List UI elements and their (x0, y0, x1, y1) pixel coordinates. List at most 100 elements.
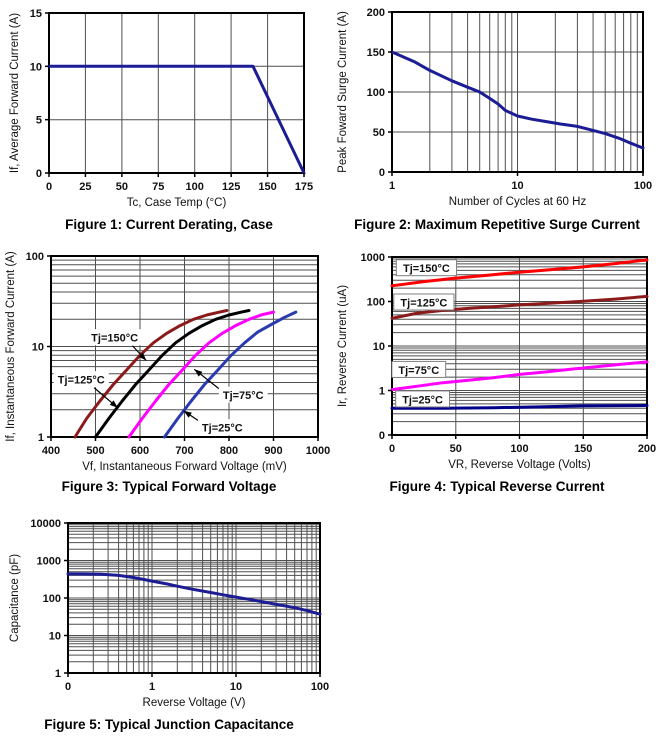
x-tick-label: 25 (79, 181, 91, 193)
annotation-arrowhead (109, 400, 118, 408)
y-tick-label: 100 (367, 297, 385, 309)
curve-annotation: Tj=75°C (391, 360, 447, 378)
annotation-arrowhead (138, 352, 147, 361)
y-tick-label: 10 (30, 61, 42, 73)
series-Tj=125°C (390, 294, 649, 320)
x-tick-label: 700 (175, 445, 193, 457)
series-Tj=25°C (390, 404, 649, 410)
x-tick-label: 125 (222, 181, 240, 193)
figure-reverse-current: 0 50 100 150 200 0 1 10 100 1000 VR, Reverse Volta… (336, 250, 658, 495)
series-Tj=25°C (163, 310, 298, 439)
y-axis-title: If, Average Forward Current (A) (9, 13, 21, 173)
x-tick-label: 175 (295, 181, 313, 193)
figure-3-caption: Figure 3: Typical Forward Voltage (61, 479, 277, 494)
x-tick-label: 10 (511, 180, 523, 192)
series-group (390, 50, 645, 150)
chart-forward-voltage: 400 500 600 700 800 900 1000 1 10 100 Vf, Instanta… (5, 251, 330, 473)
y-tick-label: 1 (55, 668, 61, 680)
y-tick-label: 10 (373, 341, 385, 353)
grid (67, 522, 321, 674)
x-tick-label: 1000 (306, 445, 330, 457)
y-tick-label: 15 (30, 8, 42, 20)
curve-annotation: Tj=25°C (395, 390, 450, 408)
annotation-halo (218, 386, 268, 403)
x-tick-label: 800 (220, 445, 238, 457)
figure-5-caption: Figure 5: Typical Junction Capacitance (44, 717, 294, 732)
annotation-arrowhead (194, 369, 203, 377)
chart-surge-current: 1 10 100 0 50 100 150 200 Number of Cycles at 60… (337, 7, 652, 208)
x-tick-label: 0 (65, 681, 71, 693)
annotation-box (395, 390, 450, 408)
annotation-label: Tj=75°C (223, 390, 264, 402)
annotation-halo (53, 371, 109, 388)
series-group (73, 309, 298, 439)
series-Tj=75°C (127, 310, 275, 439)
annotation-label: Tj=125°C (58, 375, 105, 387)
y-tick-label: 10 (32, 342, 44, 354)
y-tick-label: 100 (43, 593, 61, 605)
x-tick-label: 1 (149, 681, 155, 693)
x-axis-title: Number of Cycles at 60 Hz (449, 196, 587, 208)
x-tick-label: 400 (42, 445, 60, 457)
axis-ticks: 0 50 100 150 200 0 1 10 100 1000 (361, 252, 657, 455)
chart-reverse-current: 0 50 100 150 200 0 1 10 100 1000 VR, Reverse Volta… (337, 252, 657, 471)
curve-annotation: Tj=125°C (53, 371, 119, 409)
figure-forward-voltage: 400 500 600 700 800 900 1000 1 10 100 Vf, Instanta… (4, 250, 334, 495)
x-axis-title: Vf, Instantaneous Forward Voltage (mV) (82, 461, 287, 473)
y-tick-label: 1 (38, 432, 44, 444)
figure-current-derating: 0 25 50 75 100 125 150 175 0 5 10 15 Tc, Case Temp (… (4, 2, 334, 233)
y-tick-label: 10 (49, 631, 61, 643)
curve-annotation: Tj=150°C (87, 329, 147, 361)
y-tick-label: 200 (367, 7, 385, 19)
series-peak-surge-current (390, 50, 645, 150)
y-tick-label: 50 (373, 127, 385, 139)
annotation-box (391, 360, 447, 378)
series-Tj=150°C (73, 309, 229, 439)
series-group (390, 258, 649, 410)
y-axis-title: Ir, Reverse Current (uA) (337, 285, 349, 407)
x-axis-title: VR, Reverse Voltage (Volts) (448, 459, 591, 471)
chart-current-derating: 0 25 50 75 100 125 150 175 0 5 10 15 Tc, Case Temp (… (9, 8, 313, 209)
annotation-box (395, 259, 458, 277)
y-tick-label: 1000 (361, 252, 385, 264)
x-tick-label: 100 (186, 181, 204, 193)
x-tick-label: 1 (389, 180, 395, 192)
annotation-label: Tj=25°C (202, 423, 243, 435)
curve-annotation: Tj=150°C (395, 259, 458, 277)
series-Tj=125°C (94, 309, 251, 439)
plot-border (48, 12, 305, 174)
x-tick-label: 500 (86, 445, 104, 457)
y-tick-label: 0 (379, 430, 385, 442)
annotation-box (393, 293, 455, 311)
annotation-halo (197, 419, 247, 436)
axis-ticks: 0 25 50 75 100 125 150 175 0 5 10 15 (30, 8, 313, 193)
y-tick-label: 1000 (37, 556, 61, 568)
x-tick-label: 100 (634, 180, 652, 192)
figure-surge-current: 1 10 100 0 50 100 150 200 Number of Cycles at 60… (336, 2, 658, 233)
x-tick-label: 100 (311, 681, 329, 693)
curve-annotation: Tj=75°C (193, 368, 268, 403)
x-tick-label: 50 (116, 181, 128, 193)
annotation-label: Tj=75°C (398, 365, 439, 377)
y-tick-label: 5 (36, 115, 42, 127)
x-tick-label: 200 (638, 443, 656, 455)
y-axis-title: Peak Foward Surge Current (A) (337, 11, 349, 173)
figure-junction-capacitance: 0 1 10 100 1 10 100 1000 10000 Reverse Voltage (V… (4, 506, 334, 733)
x-tick-label: 0 (389, 443, 395, 455)
x-tick-label: 100 (510, 443, 528, 455)
y-tick-label: 10000 (30, 518, 61, 530)
y-tick-label: 100 (367, 87, 385, 99)
series-group (47, 64, 306, 175)
x-tick-label: 150 (574, 443, 592, 455)
x-axis-title: Tc, Case Temp (°C) (127, 197, 227, 209)
x-tick-label: 0 (46, 181, 52, 193)
annotation-halo (87, 329, 143, 346)
series-group (66, 572, 322, 616)
x-tick-label: 10 (230, 681, 242, 693)
series-Tj=150°C (390, 258, 649, 288)
curve-annotation: Tj=125°C (393, 293, 455, 311)
x-tick-label: 900 (264, 445, 282, 457)
y-tick-label: 100 (26, 251, 44, 263)
